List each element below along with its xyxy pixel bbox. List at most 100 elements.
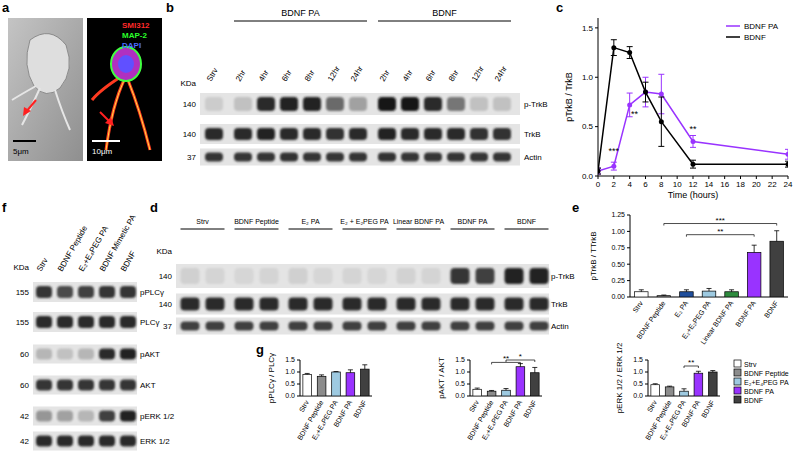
group-label: BDNF <box>517 218 536 225</box>
band <box>397 298 416 311</box>
lane-label: 12hr <box>470 64 486 83</box>
legend-swatch <box>726 36 740 38</box>
legend-label: BDNF <box>744 33 766 42</box>
band <box>120 436 136 447</box>
panel-label: g <box>256 342 264 357</box>
lane-label: 12hr <box>326 64 342 83</box>
lane-label: 8hr <box>303 68 317 83</box>
neurite <box>92 76 150 150</box>
legend-label: E₂+E₄PEG PA <box>744 379 789 386</box>
y-tick <box>297 372 300 373</box>
group-label: BDNF PA <box>458 218 488 225</box>
kda-header: KDa <box>13 263 29 272</box>
figure: abcdefg5μm10μmSMI312MAP-2DAPIBDNF PABDNF… <box>0 0 800 451</box>
y-tick-label: 0.5 <box>633 380 643 387</box>
group-line <box>343 229 387 230</box>
y-axis <box>648 360 649 396</box>
band <box>57 316 73 328</box>
band <box>349 153 367 162</box>
band <box>206 298 225 311</box>
marker <box>627 102 632 107</box>
band <box>36 286 52 298</box>
x-tick <box>772 176 773 179</box>
category-label: Strv <box>646 399 659 414</box>
kda-label: 155 <box>16 288 30 297</box>
row-label: pAKT <box>140 350 160 359</box>
x-tick <box>645 176 646 179</box>
lane-label: BDNF Mimetic PA <box>98 213 138 273</box>
band <box>120 380 136 391</box>
kda-label: 155 <box>16 318 30 327</box>
group-line <box>451 229 495 230</box>
group-label: Linear BDNF PA <box>393 218 445 225</box>
nucleus <box>118 55 134 73</box>
error-bar <box>598 168 601 174</box>
blot-strip <box>33 345 137 364</box>
band <box>120 349 136 360</box>
band <box>303 97 321 111</box>
y-tick-label: 0.25 <box>611 277 625 284</box>
band <box>99 316 115 328</box>
error-bar <box>661 295 666 297</box>
row-label: p-TrkB <box>524 100 548 109</box>
x-tick <box>708 176 709 179</box>
band <box>470 97 488 111</box>
band <box>424 97 442 111</box>
y-axis-label: pPLCγ / PLCγ <box>267 353 276 403</box>
soma <box>111 47 141 81</box>
error-bar <box>690 136 696 148</box>
category-label: BDNF PA <box>680 399 701 429</box>
plot-bars <box>303 365 369 396</box>
category-label: BDNF <box>763 300 780 320</box>
group-label: Strv <box>196 218 209 225</box>
error-bar <box>752 245 757 252</box>
sem-image <box>8 18 83 161</box>
lane-label: 2hr <box>378 68 392 83</box>
error-bar <box>785 149 788 159</box>
error-bar <box>611 162 617 170</box>
blot-strip <box>200 149 520 166</box>
row-label: TrkB <box>524 130 541 139</box>
band <box>493 153 511 162</box>
band <box>303 153 321 162</box>
error-bar <box>611 40 617 56</box>
kda-label: 42 <box>20 437 29 446</box>
kda-label: 60 <box>20 381 29 390</box>
y-axis-label: pERK 1/2 / ERK 1/2 <box>615 342 624 413</box>
bar <box>725 292 739 297</box>
band <box>447 128 465 140</box>
stain-label: SMI312 <box>122 21 150 30</box>
bar <box>502 390 511 396</box>
x-tick <box>661 176 662 179</box>
error-bar <box>684 290 689 292</box>
group-label: BDNF <box>432 8 457 18</box>
band <box>303 128 321 140</box>
x-tick-label: 0 <box>596 180 601 189</box>
marker <box>691 162 696 167</box>
kda-label: 140 <box>159 300 173 309</box>
kda-label: 140 <box>159 272 173 281</box>
stain-label: MAP-2 <box>122 31 147 40</box>
y-tick <box>595 77 598 78</box>
band <box>401 128 419 140</box>
band <box>368 298 387 311</box>
band <box>378 97 396 111</box>
x-tick-label: 14 <box>704 180 713 189</box>
band <box>424 153 442 162</box>
band <box>78 286 94 298</box>
series-line <box>598 48 788 171</box>
bar <box>657 296 671 297</box>
band <box>78 436 94 447</box>
y-tick <box>627 215 630 216</box>
x-tick <box>629 176 630 179</box>
band <box>422 322 441 331</box>
y-tick-label: 1.00 <box>611 228 625 235</box>
plot-bars <box>635 231 784 297</box>
x-tick <box>724 176 725 179</box>
y-tick-label: 1.5 <box>582 24 594 33</box>
band <box>57 411 73 422</box>
kda-label: 42 <box>20 412 29 421</box>
blot-strip <box>200 93 520 115</box>
band <box>470 153 488 162</box>
annotation: ** <box>689 124 697 134</box>
